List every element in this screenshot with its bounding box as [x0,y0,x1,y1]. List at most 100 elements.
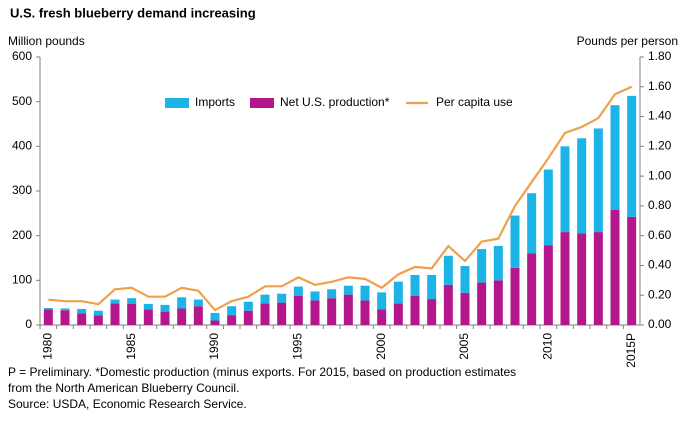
bar [327,298,337,325]
bar [543,169,553,246]
bar [260,294,270,304]
y-tick-label: 200 [12,228,32,242]
x-tick-label: 2005 [457,333,471,360]
y2-tick-label: 0.00 [648,317,672,331]
bar [277,302,287,325]
bar [193,299,203,307]
bar [393,281,403,304]
bar [193,306,203,325]
bar [93,310,103,316]
bar [427,274,437,300]
legend-label: Imports [195,95,235,109]
bar [160,311,170,325]
bar [510,267,520,325]
bar [210,320,220,325]
bar [143,304,153,310]
bar [577,138,587,234]
bar [477,249,487,283]
bar [143,309,153,325]
bar [127,304,137,325]
bar [443,284,453,325]
bar [527,253,537,325]
x-tick-label: 2000 [374,333,388,360]
y-tick-label: 0 [25,317,32,331]
bar [293,295,303,325]
bar [627,95,637,217]
bar [543,245,553,325]
bar [510,215,520,268]
legend-swatch [165,98,189,108]
bar [477,282,487,325]
bar [343,285,353,295]
bar [77,308,87,314]
bar [210,312,220,321]
bar [60,310,70,325]
bar [327,289,337,299]
chart-title: U.S. fresh blueberry demand increasing [10,5,256,20]
bar [493,245,503,281]
bar [377,309,387,325]
bar [177,308,187,325]
bar [393,303,403,325]
bar [410,295,420,325]
bar [277,293,287,303]
y2-axis-title: Pounds per person [577,34,678,48]
bar [343,294,353,325]
bar [43,308,53,310]
bar [577,233,587,325]
y2-tick-label: 0.60 [648,228,672,242]
bar [110,299,120,304]
bar [560,146,570,233]
bar [377,292,387,310]
bar [627,216,637,325]
y2-tick-label: 1.60 [648,79,672,93]
note: from the North American Blueberry Counci… [8,381,239,395]
bar [293,286,303,296]
y2-tick-label: 1.00 [648,168,672,182]
bar [160,304,170,312]
bar [43,309,53,325]
y-axis-title: Million pounds [8,34,85,48]
bar [93,315,103,325]
bar [460,266,470,293]
bar [243,301,253,311]
legend-label: Net U.S. production* [280,95,390,109]
x-tick-label: 1990 [207,333,221,360]
line [48,85,633,312]
bar [527,193,537,254]
bar [410,274,420,296]
bar [127,298,137,305]
bar [560,232,570,325]
legend-swatch [250,98,274,108]
bar [77,313,87,325]
y2-tick-label: 0.20 [648,287,672,301]
bar [593,232,603,325]
x-tick-label: 2015P [624,333,638,368]
bar [493,280,503,325]
y2-tick-label: 0.80 [648,198,672,212]
bar [360,285,370,301]
bar [177,297,187,309]
bar [110,303,120,325]
x-tick-label: 2010 [541,333,555,360]
legend-label: Per capita use [436,95,513,109]
bar [443,255,453,285]
bar [227,315,237,325]
y-tick-label: 400 [12,139,32,153]
note: P = Preliminary. *Domestic production (m… [8,365,516,379]
y2-tick-label: 1.80 [648,49,672,63]
bar [260,303,270,325]
bar [593,128,603,233]
source: Source: USDA, Economic Research Service. [8,397,247,411]
y2-tick-label: 1.20 [648,139,672,153]
bar [227,306,237,316]
bar [310,291,320,301]
y-tick-label: 100 [12,273,32,287]
x-tick-label: 1985 [124,333,138,360]
bar [310,300,320,325]
bar [60,308,70,311]
y-tick-label: 600 [12,49,32,63]
bar [360,300,370,325]
x-tick-label: 1995 [291,333,305,360]
